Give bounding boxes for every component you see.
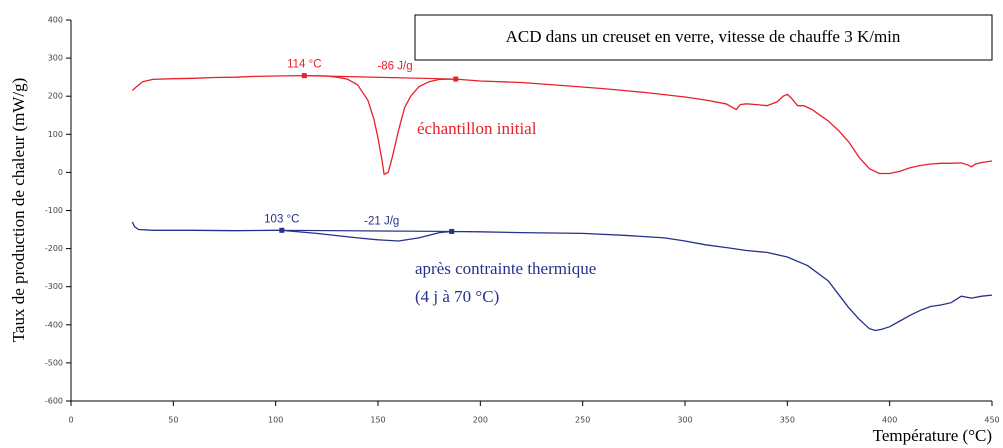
series-label: échantillon initial: [417, 119, 537, 138]
y-tick-label: 100: [48, 130, 63, 139]
x-tick-label: 400: [882, 416, 897, 425]
x-tick-label: 200: [473, 416, 488, 425]
peak-marker: [279, 227, 285, 233]
x-tick-label: 150: [370, 416, 385, 425]
peak-baseline: [304, 75, 456, 80]
y-tick-label: -500: [45, 358, 63, 367]
peak-marker: [301, 73, 307, 79]
x-tick-label: 250: [575, 416, 590, 425]
y-tick-label: 0: [58, 168, 63, 177]
chart-title: ACD dans un creuset en verre, vitesse de…: [506, 27, 901, 46]
series-label: (4 j à 70 °C): [415, 287, 499, 306]
peak-baseline: [281, 229, 452, 233]
onset-label: 103 °C: [264, 213, 299, 225]
y-axis-label: Taux de production de chaleur (mW/g): [9, 78, 28, 343]
series-label: après contrainte thermique: [415, 259, 596, 278]
enthalpy-label: -86 J/g: [377, 61, 412, 73]
x-tick-label: 100: [268, 416, 283, 425]
y-tick-label: -400: [45, 320, 63, 329]
x-tick-label: 350: [780, 416, 795, 425]
y-tick-label: 300: [48, 54, 63, 63]
title-box: [414, 14, 993, 61]
series-line: [131, 74, 993, 176]
x-tick-label: 0: [68, 416, 73, 425]
x-tick-label: 300: [677, 416, 692, 425]
y-tick-label: 400: [48, 16, 63, 25]
y-tick-label: -100: [45, 206, 63, 215]
series-line: [131, 221, 993, 332]
peak-marker: [453, 76, 459, 82]
x-tick-label: 450: [984, 416, 999, 425]
y-tick-label: -300: [45, 282, 63, 291]
onset-label: 114 °C: [287, 59, 321, 71]
peak-marker: [449, 228, 455, 234]
enthalpy-label: -21 J/g: [364, 215, 399, 227]
y-tick-label: 200: [48, 92, 63, 101]
y-tick-label: -200: [45, 244, 63, 253]
y-tick-label: -600: [45, 397, 63, 406]
x-tick-label: 50: [168, 416, 178, 425]
x-axis-label: Température (°C): [873, 426, 992, 445]
